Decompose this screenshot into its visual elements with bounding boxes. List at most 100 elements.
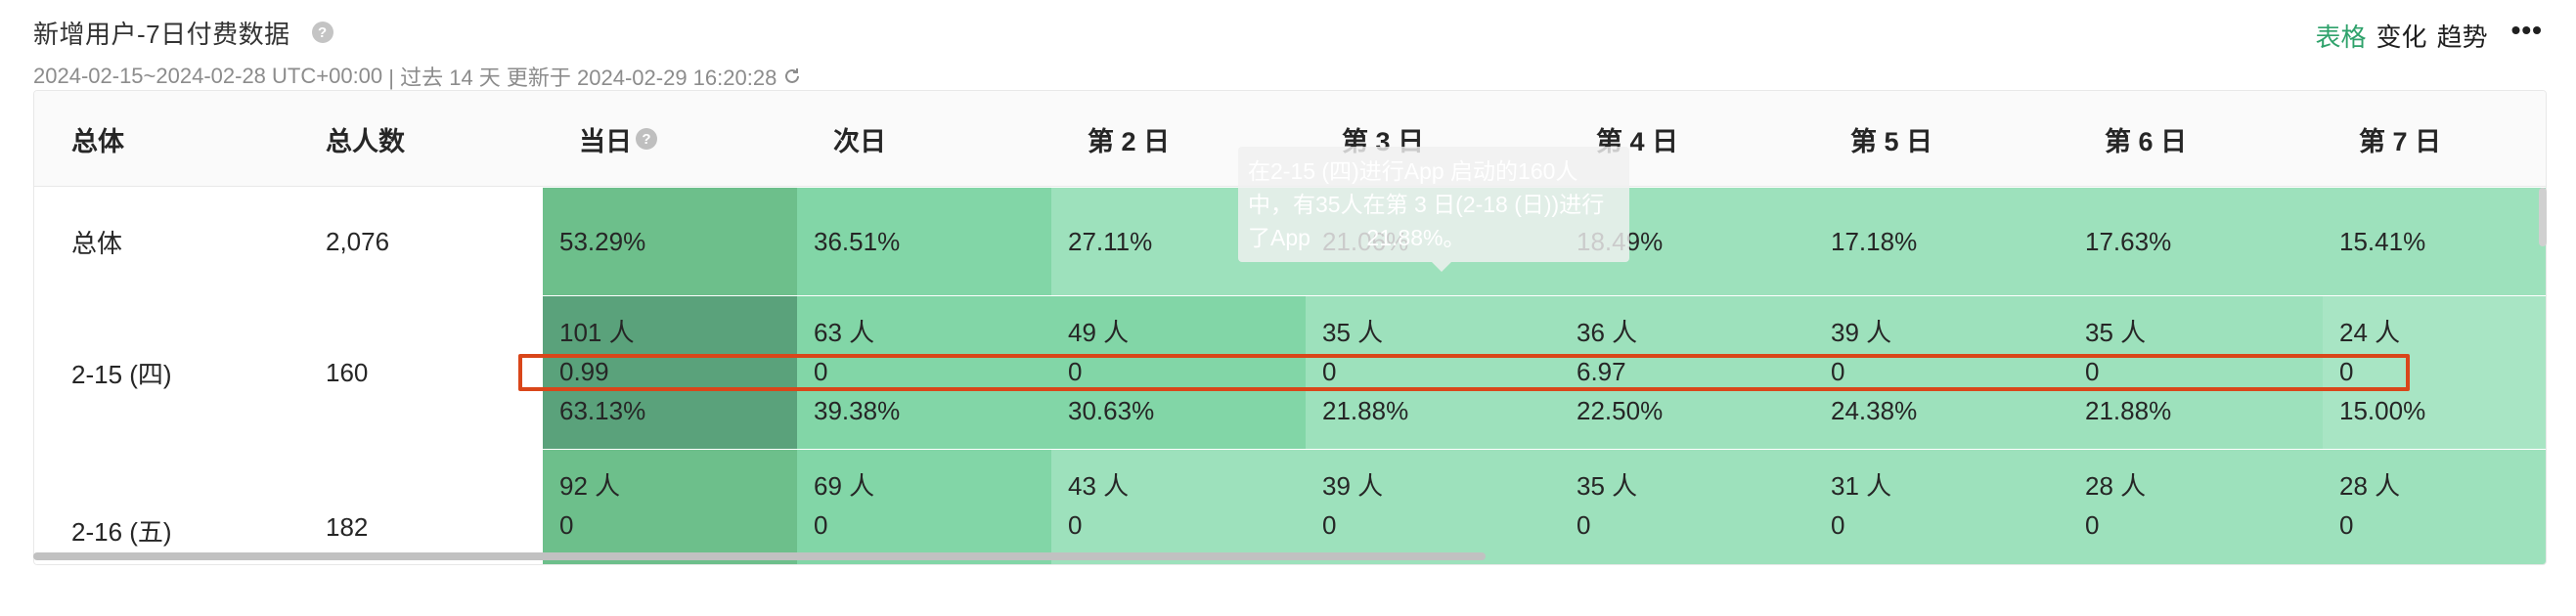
data-cell[interactable]: 35 人 0 xyxy=(1560,450,1814,564)
cell-count: 24 人 xyxy=(2339,318,2401,347)
cell-amount: 0 xyxy=(1322,510,1337,540)
cell-rate: 27.11% xyxy=(1068,226,1153,256)
cell-amount: 0 xyxy=(1068,357,1083,386)
data-cell[interactable]: 31 人 0 xyxy=(1814,450,2068,564)
tooltip-line: 了App 21.88%。 xyxy=(1248,225,1466,250)
data-cell[interactable]: 49 人 0 30.63% xyxy=(1051,296,1306,449)
data-cell[interactable]: 39 人 0 24.38% xyxy=(1814,296,2068,449)
cell-rate: 39.38% xyxy=(814,396,901,425)
cell-amount: 0 xyxy=(1831,357,1845,386)
cell-amount: 0 xyxy=(1577,510,1591,540)
data-cell[interactable]: 35 人 0 21.88% xyxy=(2068,296,2323,449)
view-tab-change[interactable]: 变化 xyxy=(2376,22,2427,52)
data-cell[interactable]: 92 人 0 xyxy=(543,450,797,564)
column-header-day1: 次日 xyxy=(833,126,886,156)
cell-rate: 17.63% xyxy=(2085,226,2172,256)
column-header-day0-label: 当日 xyxy=(579,126,632,156)
row-total: 182 xyxy=(289,450,543,564)
cell-count: 101 人 xyxy=(559,318,635,347)
cell-count: 69 人 xyxy=(814,471,875,501)
retention-table: 总体 总人数 当日 ? 次日 第 2 日 第 3 日 第 4 日 第 5 日 第… xyxy=(33,90,2547,565)
cell-count: 28 人 xyxy=(2339,471,2401,501)
table-row[interactable]: 2-16 (五) 182 92 人 0 69 人 0 43 人 0 39 人 0… xyxy=(34,450,2546,564)
view-switcher: 表格 变化 趋势 ••• xyxy=(2315,14,2543,54)
data-cell[interactable]: 15.41% xyxy=(2323,188,2546,295)
view-tab-trend[interactable]: 趋势 xyxy=(2436,22,2488,52)
cell-amount: 0 xyxy=(2339,510,2354,540)
cell-rate: 22.50% xyxy=(1577,396,1664,425)
column-header-overall: 总体 xyxy=(71,126,124,156)
horizontal-scrollbar[interactable] xyxy=(33,552,2547,562)
row-label: 2-16 (五) xyxy=(34,450,289,564)
data-cell[interactable]: 17.18% xyxy=(1814,188,2068,295)
cell-amount: 6.97 xyxy=(1577,357,1626,386)
data-cell[interactable]: 101 人 0.99 63.13% xyxy=(543,296,797,449)
data-cell[interactable]: 39 人 0 xyxy=(1306,450,1560,564)
cell-amount: 0 xyxy=(2085,510,2100,540)
cell-count: 49 人 xyxy=(1068,318,1130,347)
column-header-day0: 当日 ? xyxy=(579,91,657,187)
column-header-day5: 第 5 日 xyxy=(1850,126,1933,156)
data-cell[interactable]: 28 人 0 xyxy=(2323,450,2546,564)
row-label: 2-15 (四) xyxy=(34,296,289,449)
cell-amount: 0 xyxy=(2085,357,2100,386)
cell-rate: 24.38% xyxy=(1831,396,1918,425)
data-cell[interactable]: 53.29% xyxy=(543,188,797,295)
horizontal-scrollbar-thumb[interactable] xyxy=(33,552,1486,560)
cell-rate: 30.63% xyxy=(1068,396,1155,425)
data-cell[interactable]: 35 人 0 21.88% xyxy=(1306,296,1560,449)
column-header-day6: 第 6 日 xyxy=(2105,126,2188,156)
cell-count: 36 人 xyxy=(1577,318,1638,347)
cell-amount: 0 xyxy=(1068,510,1083,540)
cell-amount: 0 xyxy=(1831,510,1845,540)
cell-count: 63 人 xyxy=(814,318,875,347)
refresh-icon[interactable] xyxy=(782,66,802,86)
cell-rate: 15.00% xyxy=(2339,396,2426,425)
data-cell[interactable]: 36 人 6.97 22.50% xyxy=(1560,296,1814,449)
cell-amount: 0.99 xyxy=(559,357,609,386)
cell-amount: 0 xyxy=(559,510,574,540)
date-range: 2024-02-15~2024-02-28 UTC+00:00 xyxy=(33,64,383,88)
cell-count: 39 人 xyxy=(1322,471,1384,501)
cell-count: 35 人 xyxy=(2085,318,2147,347)
view-tab-table[interactable]: 表格 xyxy=(2315,22,2367,52)
tooltip-line: 中，有35人在第 3 日(2-18 (日))进行 xyxy=(1248,192,1605,217)
cell-count: 31 人 xyxy=(1831,471,1892,501)
table-row[interactable]: 2-15 (四) 160 101 人 0.99 63.13% 63 人 0 39… xyxy=(34,296,2546,450)
cell-count: 35 人 xyxy=(1322,318,1384,347)
data-cell[interactable]: 43 人 0 xyxy=(1051,450,1306,564)
report-meta: 2024-02-15~2024-02-28 UTC+00:00 | 过去 14 … xyxy=(33,61,2543,92)
cell-count: 92 人 xyxy=(559,471,621,501)
cell-rate: 17.18% xyxy=(1831,226,1918,256)
highlight-box xyxy=(518,354,2410,391)
cell-rate: 15.41% xyxy=(2339,226,2426,256)
cell-count: 35 人 xyxy=(1577,471,1638,501)
cell-amount: 0 xyxy=(2339,357,2354,386)
column-header-total-users: 总人数 xyxy=(326,126,405,156)
data-cell[interactable]: 17.63% xyxy=(2068,188,2323,295)
cell-amount: 0 xyxy=(814,357,828,386)
cell-amount: 0 xyxy=(814,510,828,540)
cell-tooltip: 在2-15 (四)进行App 启动的160人 中，有35人在第 3 日(2-18… xyxy=(1238,147,1629,262)
cell-rate: 36.51% xyxy=(814,226,901,256)
tooltip-line: 在2-15 (四)进行App 启动的160人 xyxy=(1248,158,1578,184)
data-cell[interactable]: 63 人 0 39.38% xyxy=(797,296,1051,449)
column-header-day7: 第 7 日 xyxy=(2359,126,2442,156)
cell-count: 28 人 xyxy=(2085,471,2147,501)
cell-rate: 53.29% xyxy=(559,226,646,256)
tooltip-arrow xyxy=(1432,262,1451,272)
row-label: 总体 xyxy=(34,188,289,295)
help-icon[interactable]: ? xyxy=(311,22,333,43)
data-cell[interactable]: 28 人 0 xyxy=(2068,450,2323,564)
update-info: | 过去 14 天 更新于 2024-02-29 16:20:28 xyxy=(382,66,777,90)
info-icon[interactable]: ? xyxy=(636,128,657,150)
row-total: 160 xyxy=(289,296,543,449)
report-header: 新增用户-7日付费数据 ? 2024-02-15~2024-02-28 UTC+… xyxy=(33,14,2543,92)
data-cell[interactable]: 36.51% xyxy=(797,188,1051,295)
data-cell[interactable]: 69 人 0 xyxy=(797,450,1051,564)
more-icon[interactable]: ••• xyxy=(2510,14,2543,45)
cell-rate: 21.88% xyxy=(2085,396,2172,425)
data-cell[interactable]: 24 人 0 15.00% xyxy=(2323,296,2546,449)
vertical-scrollbar-thumb[interactable] xyxy=(2539,188,2547,246)
cell-count: 43 人 xyxy=(1068,471,1130,501)
